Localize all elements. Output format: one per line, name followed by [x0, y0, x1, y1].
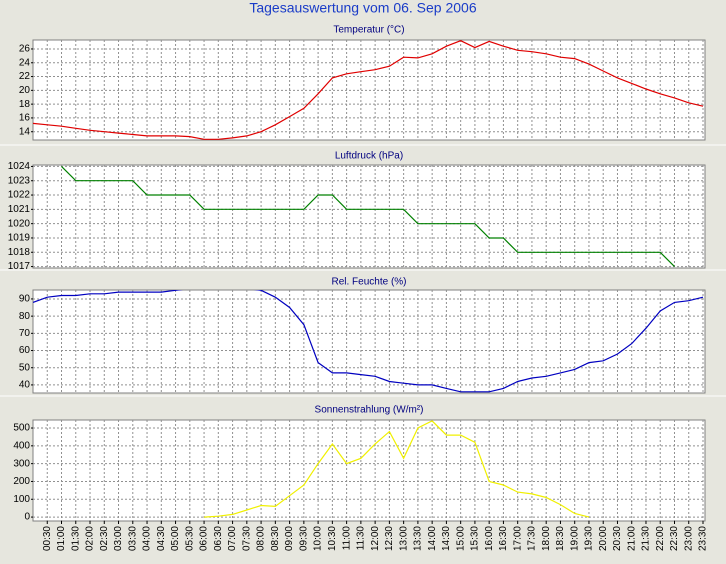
y-tick-label: 1021: [8, 204, 31, 215]
x-tick-label: 05:30: [184, 526, 195, 551]
x-tick-label: 03:00: [113, 526, 124, 551]
y-tick-label: 1020: [8, 218, 31, 229]
x-tick-label: 23:30: [698, 526, 709, 551]
panel-title: Luftdruck (hPa): [335, 151, 403, 162]
panel-title: Rel. Feuchte (%): [331, 277, 406, 288]
x-tick-label: 04:30: [156, 526, 167, 551]
x-tick-label: 08:30: [270, 526, 281, 551]
x-tick-label: 04:00: [142, 526, 153, 551]
plot-area: [32, 289, 706, 394]
data-line: [61, 165, 675, 268]
x-tick-label: 17:00: [512, 526, 523, 551]
y-tick-label: 1024: [8, 161, 31, 172]
x-tick-label: 09:30: [298, 526, 309, 551]
y-tick-label: 24: [19, 57, 31, 68]
x-tick-label: 01:30: [70, 526, 81, 551]
x-tick-label: 21:00: [626, 526, 637, 551]
y-tick-label: 14: [19, 126, 31, 137]
x-tick-label: 07:30: [241, 526, 252, 551]
x-tick-label: 18:00: [541, 526, 552, 551]
x-tick-label: 19:00: [569, 526, 580, 551]
data-line: [33, 290, 704, 393]
plot-area: [32, 164, 706, 269]
x-tick-label: 03:30: [127, 526, 138, 551]
x-tick-label: 18:30: [555, 526, 566, 551]
data-line: [33, 40, 704, 140]
x-tick-label: 08:00: [256, 526, 267, 551]
x-tick-label: 12:30: [384, 526, 395, 551]
page-title: Tagesauswertung vom 06. Sep 2006: [249, 0, 476, 16]
y-tick-label: 1017: [8, 261, 31, 272]
x-tick-label: 07:00: [227, 526, 238, 551]
x-tick-label: 20:30: [612, 526, 623, 551]
y-tick-label: 1023: [8, 175, 31, 186]
y-tick-label: 70: [19, 328, 31, 339]
y-tick-label: 40: [19, 380, 31, 391]
x-tick-label: 10:30: [327, 526, 338, 551]
y-tick-label: 26: [19, 44, 31, 55]
x-tick-label: 22:30: [669, 526, 680, 551]
y-tick-label: 100: [13, 494, 30, 505]
y-tick-label: 80: [19, 311, 31, 322]
x-tick-label: 15:00: [455, 526, 466, 551]
y-tick-label: 0: [24, 512, 30, 523]
x-tick-label: 23:00: [683, 526, 694, 551]
x-tick-label: 02:00: [85, 526, 96, 551]
data-line: [204, 420, 590, 518]
x-tick-label: 13:30: [413, 526, 424, 551]
x-tick-label: 20:00: [598, 526, 609, 551]
y-tick-label: 20: [19, 85, 31, 96]
x-tick-label: 14:00: [427, 526, 438, 551]
x-tick-label: 11:30: [356, 526, 367, 551]
x-tick-label: 17:30: [527, 526, 538, 551]
y-tick-label: 16: [19, 113, 31, 124]
y-tick-label: 50: [19, 362, 31, 373]
y-tick-label: 1019: [8, 233, 31, 244]
plot-area: [32, 419, 706, 522]
panel-title: Sonnenstrahlung (W/m²): [315, 405, 424, 416]
x-tick-label: 09:00: [284, 526, 295, 551]
y-tick-label: 18: [19, 99, 31, 110]
x-tick-label: 06:00: [199, 526, 210, 551]
x-tick-label: 14:30: [441, 526, 452, 551]
x-tick-label: 10:00: [313, 526, 324, 551]
x-tick-label: 15:30: [470, 526, 481, 551]
x-tick-label: 11:00: [341, 526, 352, 551]
y-tick-label: 400: [13, 440, 30, 451]
x-tick-label: 19:30: [584, 526, 595, 551]
x-tick-label: 02:30: [99, 526, 110, 551]
y-tick-label: 22: [19, 71, 31, 82]
x-tick-label: 21:30: [641, 526, 652, 551]
x-tick-label: 13:00: [398, 526, 409, 551]
y-tick-label: 500: [13, 423, 30, 434]
panel-title: Temperatur (°C): [333, 25, 404, 36]
x-tick-label: 05:00: [170, 526, 181, 551]
x-tick-label: 12:00: [370, 526, 381, 551]
y-tick-label: 90: [19, 294, 31, 305]
y-tick-label: 200: [13, 476, 30, 487]
x-tick-label: 16:00: [484, 526, 495, 551]
x-tick-label: 01:00: [56, 526, 67, 551]
y-tick-label: 1018: [8, 247, 31, 258]
x-tick-label: 22:00: [655, 526, 666, 551]
x-tick-label: 00:30: [42, 526, 53, 551]
y-tick-label: 300: [13, 458, 30, 469]
x-tick-label: 06:30: [213, 526, 224, 551]
x-tick-label: 16:30: [498, 526, 509, 551]
y-tick-label: 1022: [8, 190, 31, 201]
y-tick-label: 60: [19, 345, 31, 356]
